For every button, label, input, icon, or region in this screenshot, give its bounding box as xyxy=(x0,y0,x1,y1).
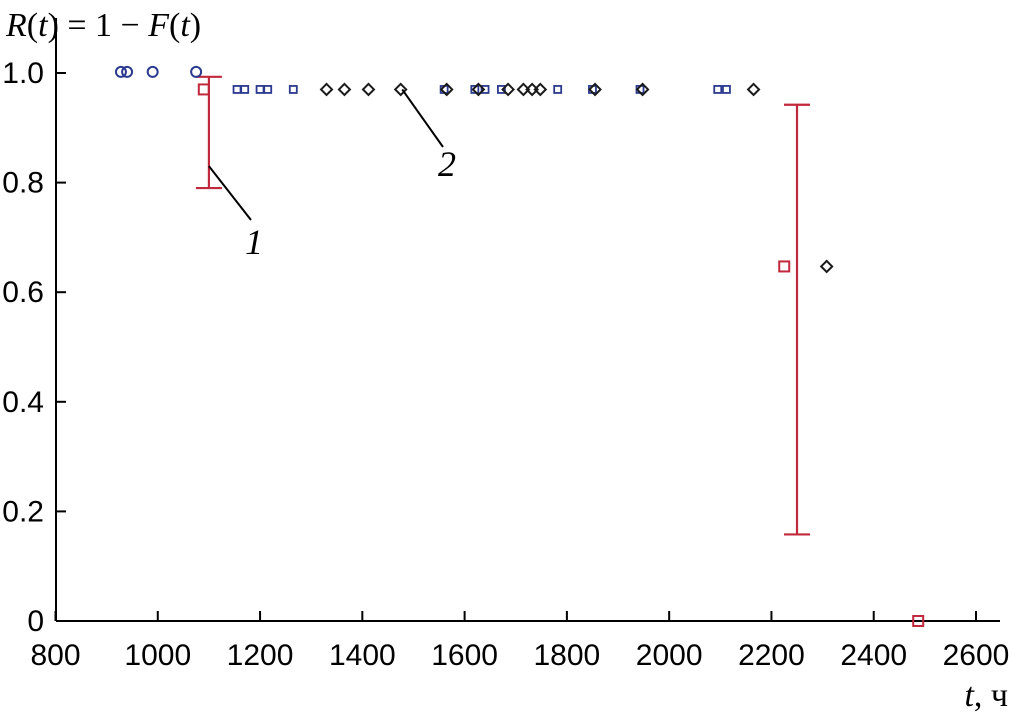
diamond-point xyxy=(393,82,408,97)
x-tick-label: 1400 xyxy=(329,639,396,672)
diamond-point xyxy=(319,82,334,97)
x-tick-label: 2200 xyxy=(738,639,805,672)
y-tick-label: 0 xyxy=(27,605,44,638)
x-tick-label: 1800 xyxy=(534,639,601,672)
small-square-point xyxy=(240,85,250,94)
axes xyxy=(55,18,1000,622)
small-square-point xyxy=(480,85,490,94)
diamond-point xyxy=(819,259,834,274)
small-square-point xyxy=(713,85,723,94)
diamond-point xyxy=(635,82,650,97)
diamond-point xyxy=(588,82,602,97)
diamond-point xyxy=(533,82,548,97)
y-tick-label: 1.0 xyxy=(2,57,44,90)
square-point xyxy=(778,260,791,273)
x-tick-label: 1600 xyxy=(431,639,498,672)
axis-title-part: ( xyxy=(27,7,38,44)
diamond-point xyxy=(361,82,376,97)
small-square-point xyxy=(288,85,298,94)
small-square-point xyxy=(263,85,273,94)
y-axis-title: R(t) = 1 − F(t) xyxy=(5,7,201,44)
y-tick-label: 0.8 xyxy=(2,167,44,200)
small-square-point xyxy=(470,85,480,94)
diamond-point xyxy=(439,82,454,97)
x-tick-label: 2000 xyxy=(636,639,703,672)
x-tick-label: 2400 xyxy=(840,639,907,672)
y-tick-label: 0.4 xyxy=(2,386,44,419)
callout-line-1 xyxy=(208,165,252,221)
axis-title-part: ) = 1 − xyxy=(48,7,149,44)
small-square-point xyxy=(497,85,506,94)
y-tick-label: 0.6 xyxy=(2,276,44,309)
circle-point xyxy=(146,65,159,78)
x-tick-label: 800 xyxy=(30,639,80,672)
y-tick-label: 0.2 xyxy=(2,495,44,528)
axis-title-part: t xyxy=(38,7,49,44)
data-points xyxy=(114,65,925,627)
ticks: 800 1000 1200 1400 1600 1800 2000 2200 2400 2600 0… xyxy=(2,57,1009,672)
x-tick-label: 2600 xyxy=(943,639,1010,672)
axis-title-part: F xyxy=(147,7,170,44)
callouts: 12 xyxy=(208,88,456,262)
circle-point xyxy=(121,65,134,78)
axis-title-part: ( xyxy=(169,7,180,44)
small-square-point xyxy=(232,85,242,94)
x-axis-title: t, ч xyxy=(964,677,1008,714)
axis-title-part: t xyxy=(964,677,975,714)
small-square-point xyxy=(722,85,731,94)
error-bars xyxy=(195,75,811,536)
circle-point xyxy=(190,65,203,78)
axis-title-part: t xyxy=(180,7,191,44)
circle-point xyxy=(114,65,127,78)
axis-title-part: R xyxy=(5,7,27,44)
callout-label-1: 1 xyxy=(245,222,263,262)
small-square-point xyxy=(255,85,265,94)
diamond-point xyxy=(501,82,515,97)
small-square-point xyxy=(553,85,563,94)
square-point xyxy=(197,83,210,96)
x-tick-label: 1000 xyxy=(124,639,191,672)
axis-title-part: ) xyxy=(190,7,201,44)
callout-line-2 xyxy=(401,88,444,148)
diamond-point xyxy=(337,82,352,97)
diamond-point xyxy=(471,82,486,97)
x-tick-label: 1200 xyxy=(227,639,294,672)
diamond-point xyxy=(746,82,761,97)
square-point xyxy=(912,615,925,627)
axis-title-part: , ч xyxy=(974,677,1008,714)
callout-label-2: 2 xyxy=(438,144,456,184)
